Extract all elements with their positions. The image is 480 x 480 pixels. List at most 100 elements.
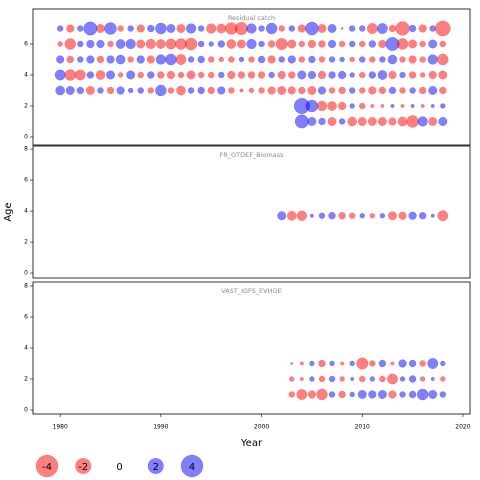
residual-bubble <box>368 390 377 399</box>
residual-bubble <box>167 87 175 94</box>
residual-bubble <box>378 86 387 95</box>
residual-bubble <box>379 56 386 63</box>
residual-bubble <box>369 376 376 382</box>
residual-bubble <box>417 116 428 127</box>
residual-bubble <box>440 360 446 367</box>
residual-bubble <box>287 39 297 49</box>
panel-frame <box>32 145 471 279</box>
residual-bubble <box>440 103 446 109</box>
residual-bubble <box>327 101 337 111</box>
residual-bubble <box>408 55 417 64</box>
residual-bubble <box>367 116 377 126</box>
residual-bubble <box>95 70 106 80</box>
residual-bubble <box>65 85 75 95</box>
residual-bubble <box>327 116 337 126</box>
residual-bubble <box>147 71 155 79</box>
residual-bubble <box>368 71 377 79</box>
residual-bubble <box>127 25 134 32</box>
residual-bubble <box>106 55 115 64</box>
residual-bubble <box>338 390 346 399</box>
residual-bubble <box>318 40 326 48</box>
residual-bubble <box>408 39 418 49</box>
residual-bubble <box>146 55 155 64</box>
residual-bubble <box>136 39 146 49</box>
residual-bubble <box>237 71 246 79</box>
residual-bubble <box>97 87 104 94</box>
residual-bubble <box>176 85 186 96</box>
residual-bubble <box>358 102 366 110</box>
residual-bubble <box>106 86 115 95</box>
residual-bubble <box>399 391 406 398</box>
residual-bubble <box>429 25 437 32</box>
residual-bubble <box>246 23 257 34</box>
residual-bubble <box>165 38 177 50</box>
residual-bubble <box>430 213 435 218</box>
residual-bubble <box>265 22 278 35</box>
residual-bubble <box>406 115 419 128</box>
residual-bubble <box>136 55 145 64</box>
residual-bubble <box>408 359 417 368</box>
residual-bubble <box>350 376 355 381</box>
residual-bubble <box>309 360 315 367</box>
x-tick-label: 2010 <box>355 424 370 431</box>
residual-bubble <box>197 55 205 64</box>
residual-bubble <box>137 87 145 94</box>
residual-bubble <box>56 25 64 32</box>
residual-bubble <box>197 40 205 48</box>
residual-bubble <box>376 23 388 34</box>
residual-bubble <box>288 25 296 32</box>
residual-bubble <box>398 211 407 220</box>
residual-bubble <box>305 99 319 113</box>
residual-bubble <box>316 100 328 112</box>
residual-bubble <box>338 211 346 220</box>
residual-bubble <box>338 118 346 125</box>
y-tick-label: 8 <box>24 283 28 290</box>
y-tick-label: 4 <box>24 208 28 215</box>
residual-bubble <box>278 25 285 32</box>
residual-bubble <box>96 55 105 64</box>
residual-bubble <box>115 39 126 49</box>
residual-bubble <box>416 388 429 401</box>
panel-frame <box>32 8 471 146</box>
residual-bubble <box>76 86 85 95</box>
residual-bubble <box>166 24 176 34</box>
residual-bubble <box>318 375 326 383</box>
residual-bubble <box>267 86 276 95</box>
residual-bubble <box>358 25 366 32</box>
residual-bubble <box>228 87 235 94</box>
residual-bubble <box>398 359 407 368</box>
residual-bubble <box>226 39 237 49</box>
residual-bubble <box>267 40 276 48</box>
residual-bubble <box>357 116 367 126</box>
residual-bubble <box>390 361 395 366</box>
residual-bubble <box>338 86 346 95</box>
residual-bubble <box>358 56 366 63</box>
residual-bubble <box>177 71 185 79</box>
residual-bubble <box>427 358 439 369</box>
residual-bubble <box>419 56 426 63</box>
residual-bubble <box>155 22 167 35</box>
residual-bubble <box>227 70 236 80</box>
residual-bubble <box>287 86 296 95</box>
residual-bubble <box>145 38 156 50</box>
residual-bubble <box>440 376 446 382</box>
residual-bubble <box>399 376 406 382</box>
residual-bubble <box>380 103 385 108</box>
residual-bubble <box>218 71 225 79</box>
residual-bubble <box>136 24 145 33</box>
residual-bubble <box>126 70 136 80</box>
residual-bubble <box>387 373 398 385</box>
residual-bubble <box>117 72 124 78</box>
residual-bubble <box>348 25 356 32</box>
residual-bubble <box>419 40 426 48</box>
residual-bubble <box>86 55 95 64</box>
y-tick-label: 2 <box>24 375 28 382</box>
residual-bubble <box>248 56 255 63</box>
residual-bubble <box>157 71 165 79</box>
residual-bubble <box>369 360 376 367</box>
residual-bubble <box>370 103 375 108</box>
residual-bubble <box>74 69 86 81</box>
residual-bubble <box>217 40 226 48</box>
residual-bubble <box>307 116 317 126</box>
residual-bubble <box>438 70 448 80</box>
